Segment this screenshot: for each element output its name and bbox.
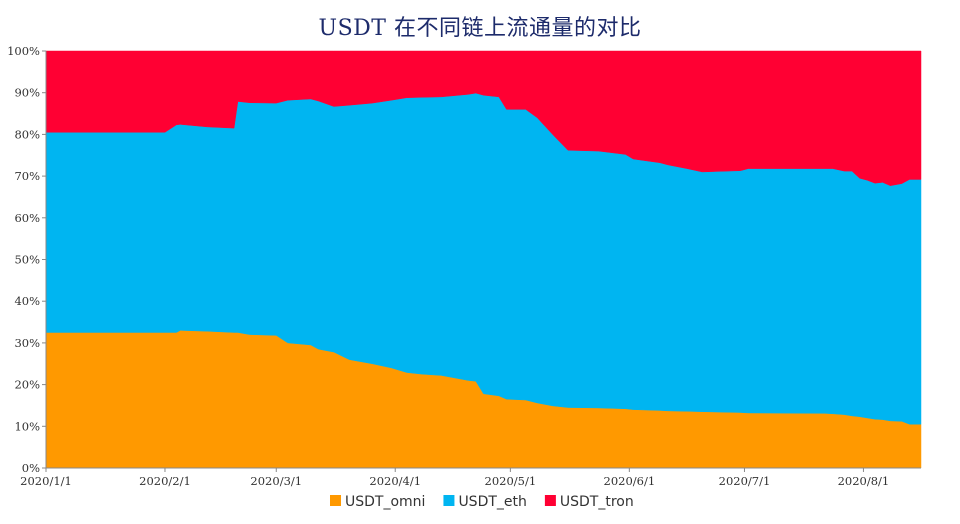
chart-title: USDT 在不同链上流通量的对比 xyxy=(318,16,642,41)
x-tick-label: 2020/4/1 xyxy=(369,474,421,488)
y-tick-label: 30% xyxy=(14,336,40,350)
y-tick-label: 20% xyxy=(14,378,40,392)
legend-swatch-usdt-tron xyxy=(544,495,556,506)
x-tick-label: 2020/2/1 xyxy=(139,474,191,488)
x-tick-label: 2020/1/1 xyxy=(20,474,72,488)
legend: USDT_omni USDT_eth USDT_tron xyxy=(330,494,634,510)
y-tick-label: 0% xyxy=(22,461,40,475)
legend-label-usdt-eth: USDT_eth xyxy=(458,494,526,510)
y-tick-label: 70% xyxy=(14,169,40,183)
axes-group: 0% 10% 20% 30% 40% 50% 60% 70% 80% 90% 100% 2020/1/… xyxy=(7,44,921,488)
legend-label-usdt-tron: USDT_tron xyxy=(560,494,634,510)
x-tick-label: 2020/3/1 xyxy=(250,474,302,488)
legend-label-usdt-omni: USDT_omni xyxy=(345,494,425,510)
area-series-group xyxy=(45,50,922,469)
y-tick-label: 10% xyxy=(14,419,40,433)
x-tick-label: 2020/7/1 xyxy=(719,474,771,488)
legend-swatch-usdt-omni xyxy=(330,495,341,506)
x-tick-label: 2020/8/1 xyxy=(838,474,890,488)
y-tick-label: 90% xyxy=(14,86,40,100)
x-tick-label: 2020/6/1 xyxy=(604,474,656,488)
area-usdt-tron xyxy=(45,50,922,186)
y-tick-label: 100% xyxy=(7,44,40,58)
y-tick-label: 40% xyxy=(14,294,40,308)
legend-swatch-usdt-eth xyxy=(443,495,455,506)
y-tick-label: 60% xyxy=(14,211,40,225)
x-tick-label: 2020/5/1 xyxy=(485,474,537,488)
y-tick-label: 50% xyxy=(14,253,40,267)
y-tick-label: 80% xyxy=(14,127,40,141)
